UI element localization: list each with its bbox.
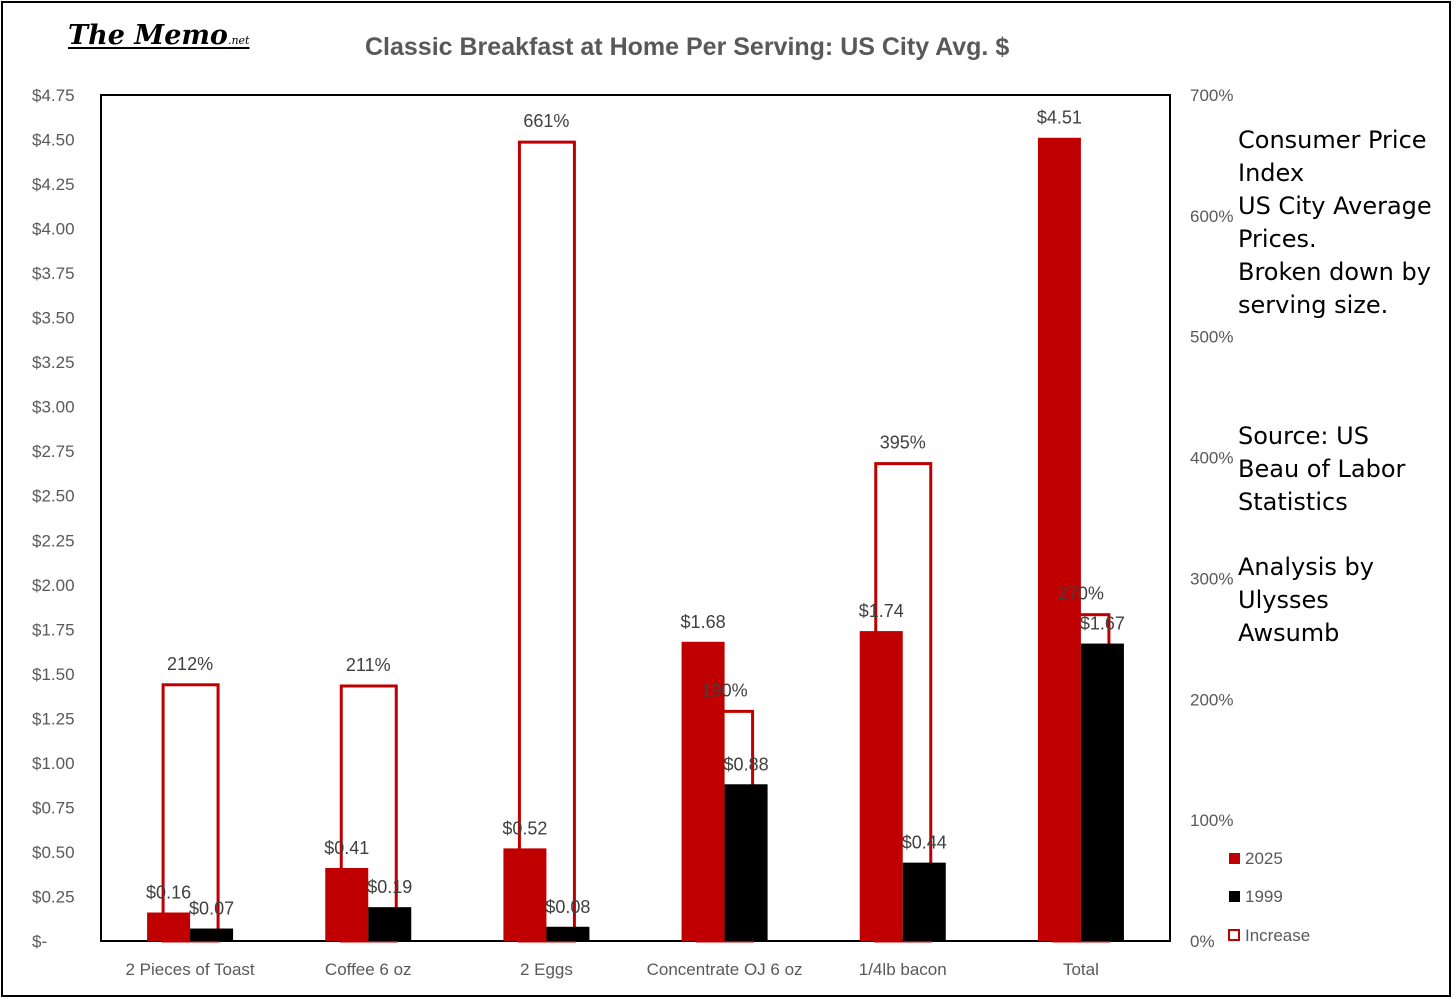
data-label-1999: $0.88 <box>724 754 769 774</box>
note-line: Awsumb <box>1238 619 1340 647</box>
right-axis-tick-label: 300% <box>1190 569 1233 588</box>
data-label-2025: $0.16 <box>146 883 191 903</box>
category-label: 2 Pieces of Toast <box>126 960 255 979</box>
bar-2025 <box>859 631 903 941</box>
data-label-increase: 212% <box>167 654 213 674</box>
chart-title: Classic Breakfast at Home Per Serving: U… <box>365 33 1010 61</box>
data-label-2025: $0.41 <box>324 838 369 858</box>
right-axis-tick-label: 500% <box>1190 328 1233 347</box>
left-axis-tick-label: $0.75 <box>32 798 75 817</box>
right-axis-tick-label: 600% <box>1190 207 1233 226</box>
data-label-1999: $0.07 <box>189 899 234 919</box>
category-label: Concentrate OJ 6 oz <box>647 960 803 979</box>
bar-2025 <box>147 912 191 941</box>
legend-label: 2025 <box>1245 849 1283 868</box>
right-axis-tick-label: 700% <box>1190 86 1233 105</box>
note-line: Statistics <box>1238 488 1348 516</box>
legend-swatch-increase <box>1228 929 1240 941</box>
data-label-increase: 270% <box>1058 584 1104 604</box>
category-label: 1/4lb bacon <box>859 960 947 979</box>
note-line: Source: US <box>1238 422 1369 450</box>
data-label-increase: 211% <box>346 655 391 675</box>
note-line: serving size. <box>1238 291 1389 319</box>
analysis-note: Analysis by Ulysses Awsumb <box>1238 551 1448 650</box>
left-axis-tick-label: $1.50 <box>32 665 75 684</box>
note-line: Ulysses <box>1238 586 1329 614</box>
bar-1999 <box>546 926 590 941</box>
category-label: 2 Eggs <box>520 960 573 979</box>
data-label-increase: 661% <box>523 111 569 131</box>
bar-1999 <box>1080 643 1124 941</box>
left-axis-tick-label: $3.00 <box>32 398 75 417</box>
left-axis-tick-label: $1.75 <box>32 620 75 639</box>
bar-2025 <box>325 867 369 941</box>
right-axis-tick-label: 400% <box>1190 449 1233 468</box>
note-line: Consumer Price <box>1238 126 1427 154</box>
left-axis-tick-label: $- <box>32 932 47 951</box>
right-axis-tick-label: 0% <box>1190 932 1215 951</box>
left-axis-tick-label: $0.25 <box>32 887 75 906</box>
right-axis-tick-label: 100% <box>1190 811 1233 830</box>
data-label-2025: $1.74 <box>859 601 904 621</box>
left-axis-tick-label: $4.50 <box>32 131 75 150</box>
left-axis-tick-label: $2.00 <box>32 576 75 595</box>
note-line: Beau of Labor <box>1238 455 1406 483</box>
note-line: Index <box>1238 159 1305 187</box>
left-axis-tick-label: $1.25 <box>32 709 75 728</box>
description-note: Consumer Price Index US City Average Pri… <box>1238 124 1448 322</box>
category-label: Coffee 6 oz <box>325 960 412 979</box>
source-note: Source: US Beau of Labor Statistics <box>1238 420 1448 519</box>
data-label-2025: $0.52 <box>502 818 547 838</box>
legend-swatch-2025 <box>1229 853 1240 864</box>
left-axis-tick-label: $2.75 <box>32 442 75 461</box>
bar-1999 <box>368 907 412 941</box>
left-axis-tick-label: $0.50 <box>32 843 75 862</box>
note-line: US City Average <box>1238 192 1432 220</box>
left-axis-tick-label: $4.00 <box>32 220 75 239</box>
data-label-1999: $1.67 <box>1080 614 1125 634</box>
data-label-2025: $1.68 <box>681 612 726 632</box>
right-axis-tick-label: 200% <box>1190 690 1233 709</box>
bar-2025 <box>503 848 547 941</box>
logo: The Memo.net <box>68 20 249 51</box>
note-line: Broken down by <box>1238 258 1431 286</box>
note-line: Prices. <box>1238 225 1317 253</box>
data-label-increase: 190% <box>702 680 748 700</box>
category-label: Total <box>1063 960 1099 979</box>
bar-2025 <box>1037 137 1081 942</box>
legend-swatch-1999 <box>1229 891 1240 902</box>
data-label-1999: $0.19 <box>367 877 412 897</box>
data-label-1999: $0.44 <box>902 833 947 853</box>
logo-suffix: .net <box>227 34 250 47</box>
left-axis-tick-label: $3.75 <box>32 264 75 283</box>
left-axis-tick-label: $2.25 <box>32 531 75 550</box>
data-label-1999: $0.08 <box>545 897 590 917</box>
note-line: Analysis by <box>1238 553 1374 581</box>
data-label-increase: 395% <box>880 433 926 453</box>
plot-area <box>100 94 1171 942</box>
legend-label: 1999 <box>1245 887 1283 906</box>
bar-1999 <box>190 928 234 941</box>
bar-1999 <box>724 784 768 941</box>
left-axis-tick-label: $1.00 <box>32 754 75 773</box>
data-label-2025: $4.51 <box>1037 108 1082 128</box>
left-axis-tick-label: $3.25 <box>32 353 75 372</box>
left-axis-tick-label: $2.50 <box>32 487 75 506</box>
bar-1999 <box>902 862 946 941</box>
logo-text: The Memo <box>68 20 228 51</box>
left-axis-tick-label: $4.75 <box>32 86 75 105</box>
left-axis-tick-label: $4.25 <box>32 175 75 194</box>
bar-2025 <box>681 641 725 941</box>
left-axis-tick-label: $3.50 <box>32 309 75 328</box>
legend-label: Increase <box>1245 926 1310 945</box>
